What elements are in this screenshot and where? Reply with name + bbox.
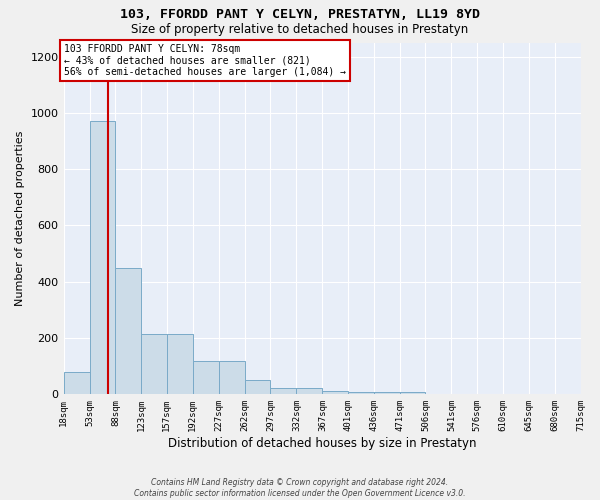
Bar: [142, 334, 167, 394]
Bar: [193, 360, 218, 394]
Bar: [400, 392, 425, 394]
Bar: [115, 268, 142, 394]
Text: Contains HM Land Registry data © Crown copyright and database right 2024.
Contai: Contains HM Land Registry data © Crown c…: [134, 478, 466, 498]
Bar: [218, 360, 245, 394]
Y-axis label: Number of detached properties: Number of detached properties: [15, 130, 25, 306]
Text: 103, FFORDD PANT Y CELYN, PRESTATYN, LL19 8YD: 103, FFORDD PANT Y CELYN, PRESTATYN, LL1…: [120, 8, 480, 20]
Text: Size of property relative to detached houses in Prestatyn: Size of property relative to detached ho…: [131, 22, 469, 36]
Bar: [347, 392, 374, 394]
Bar: [296, 388, 322, 394]
Text: 103 FFORDD PANT Y CELYN: 78sqm
← 43% of detached houses are smaller (821)
56% of: 103 FFORDD PANT Y CELYN: 78sqm ← 43% of …: [64, 44, 346, 77]
Bar: [89, 122, 115, 394]
X-axis label: Distribution of detached houses by size in Prestatyn: Distribution of detached houses by size …: [168, 437, 476, 450]
Bar: [64, 372, 89, 394]
Bar: [374, 392, 400, 394]
Bar: [271, 388, 296, 394]
Bar: [245, 380, 271, 394]
Bar: [322, 390, 347, 394]
Bar: [167, 334, 193, 394]
